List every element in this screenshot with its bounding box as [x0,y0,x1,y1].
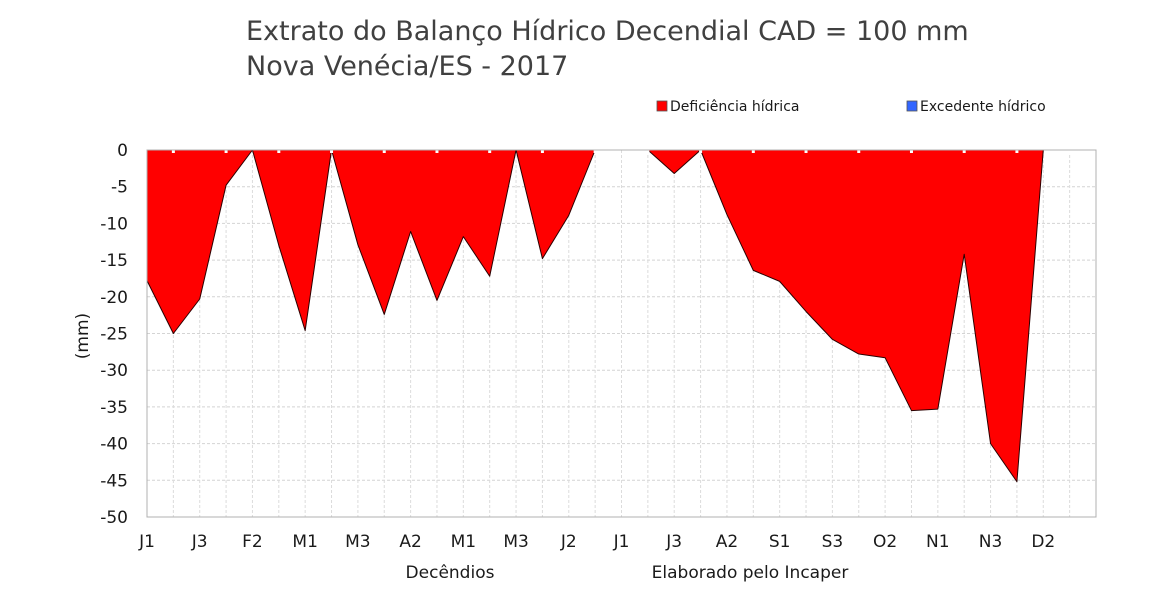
y-tick-label: -40 [100,435,128,455]
zero-line-marker [909,150,913,153]
x-tick-label: M1 [292,532,317,552]
zero-line-marker [593,150,597,153]
y-tick-label: -5 [111,178,128,198]
zero-line-marker [699,150,703,153]
chart-subtitle: Nova Venécia/ES - 2017 [246,51,569,82]
zero-line-marker [646,150,650,153]
y-tick-label: -35 [100,398,128,418]
zero-line-marker [382,150,386,153]
plot-frame [146,149,1097,518]
zero-line-marker [540,150,544,153]
x-tick-label: D2 [1031,532,1055,552]
zero-line-marker [751,150,755,153]
chart-title-block: Extrato do Balanço Hídrico Decendial CAD… [246,14,969,84]
x-tick-label: J3 [191,532,208,552]
zero-line-marker [171,150,175,153]
x-tick-label: M3 [503,532,528,552]
legend-swatch-excedente [906,100,918,112]
y-tick-label: -25 [100,325,128,345]
zero-line-marker [277,150,281,153]
zero-line-marker [1068,150,1072,153]
legend-label-excedente: Excedente hídrico [920,99,1046,115]
x-tick-label: S3 [822,532,844,552]
x-tick-label: J1 [138,532,155,552]
y-tick-label: -45 [100,471,128,491]
zero-line-marker [224,150,228,153]
zero-line-marker [488,150,492,153]
x-tick-label: J3 [665,532,682,552]
legend-label-deficiencia: Deficiência hídrica [670,99,799,115]
x-tick-label: J1 [613,532,630,552]
zero-line-marker [804,150,808,153]
series-area-0 [146,149,1071,483]
y-tick-label: -10 [100,214,128,234]
zero-line-marker [962,150,966,153]
chart-title: Extrato do Balanço Hídrico Decendial CAD… [246,16,969,47]
legend-swatch-deficiencia [656,100,668,112]
zero-line-marker [435,150,439,153]
x-tick-label: J2 [560,532,577,552]
zero-line-marker [857,150,861,153]
legend: Deficiência hídrica Excedente hídrico [656,99,1046,115]
zero-line-marker [330,150,334,153]
x-axis-title: Decêndios [406,563,495,583]
x-tick-label: A2 [399,532,421,552]
y-tick-label: 0 [117,141,128,161]
x-tick-label: A2 [716,532,738,552]
chart-credit: Elaborado pelo Incaper [652,563,849,583]
zero-line-marker [1015,150,1019,153]
x-axis-ticks: J1 J3 F2 M1 M3 A2 M1 M3 J2 J1 J3 A2 S1 S3 O2 N1 N3 D2 [138,532,1055,552]
y-tick-label: -20 [100,288,128,308]
x-tick-label: M3 [345,532,370,552]
data-areas [146,149,1072,483]
y-tick-label: -15 [100,251,128,271]
y-tick-label: -50 [100,508,128,528]
x-tick-label: N3 [979,532,1003,552]
x-tick-label: O2 [873,532,897,552]
y-axis-ticks: 0 -5 -10 -15 -20 -25 -30 -35 -40 -45 -50 [100,141,128,528]
y-tick-label: -30 [100,361,128,381]
x-tick-label: N1 [926,532,950,552]
x-tick-label: F2 [242,532,263,552]
x-tick-label: M1 [451,532,476,552]
y-axis-title: (mm) [73,313,93,359]
x-tick-label: S1 [769,532,791,552]
